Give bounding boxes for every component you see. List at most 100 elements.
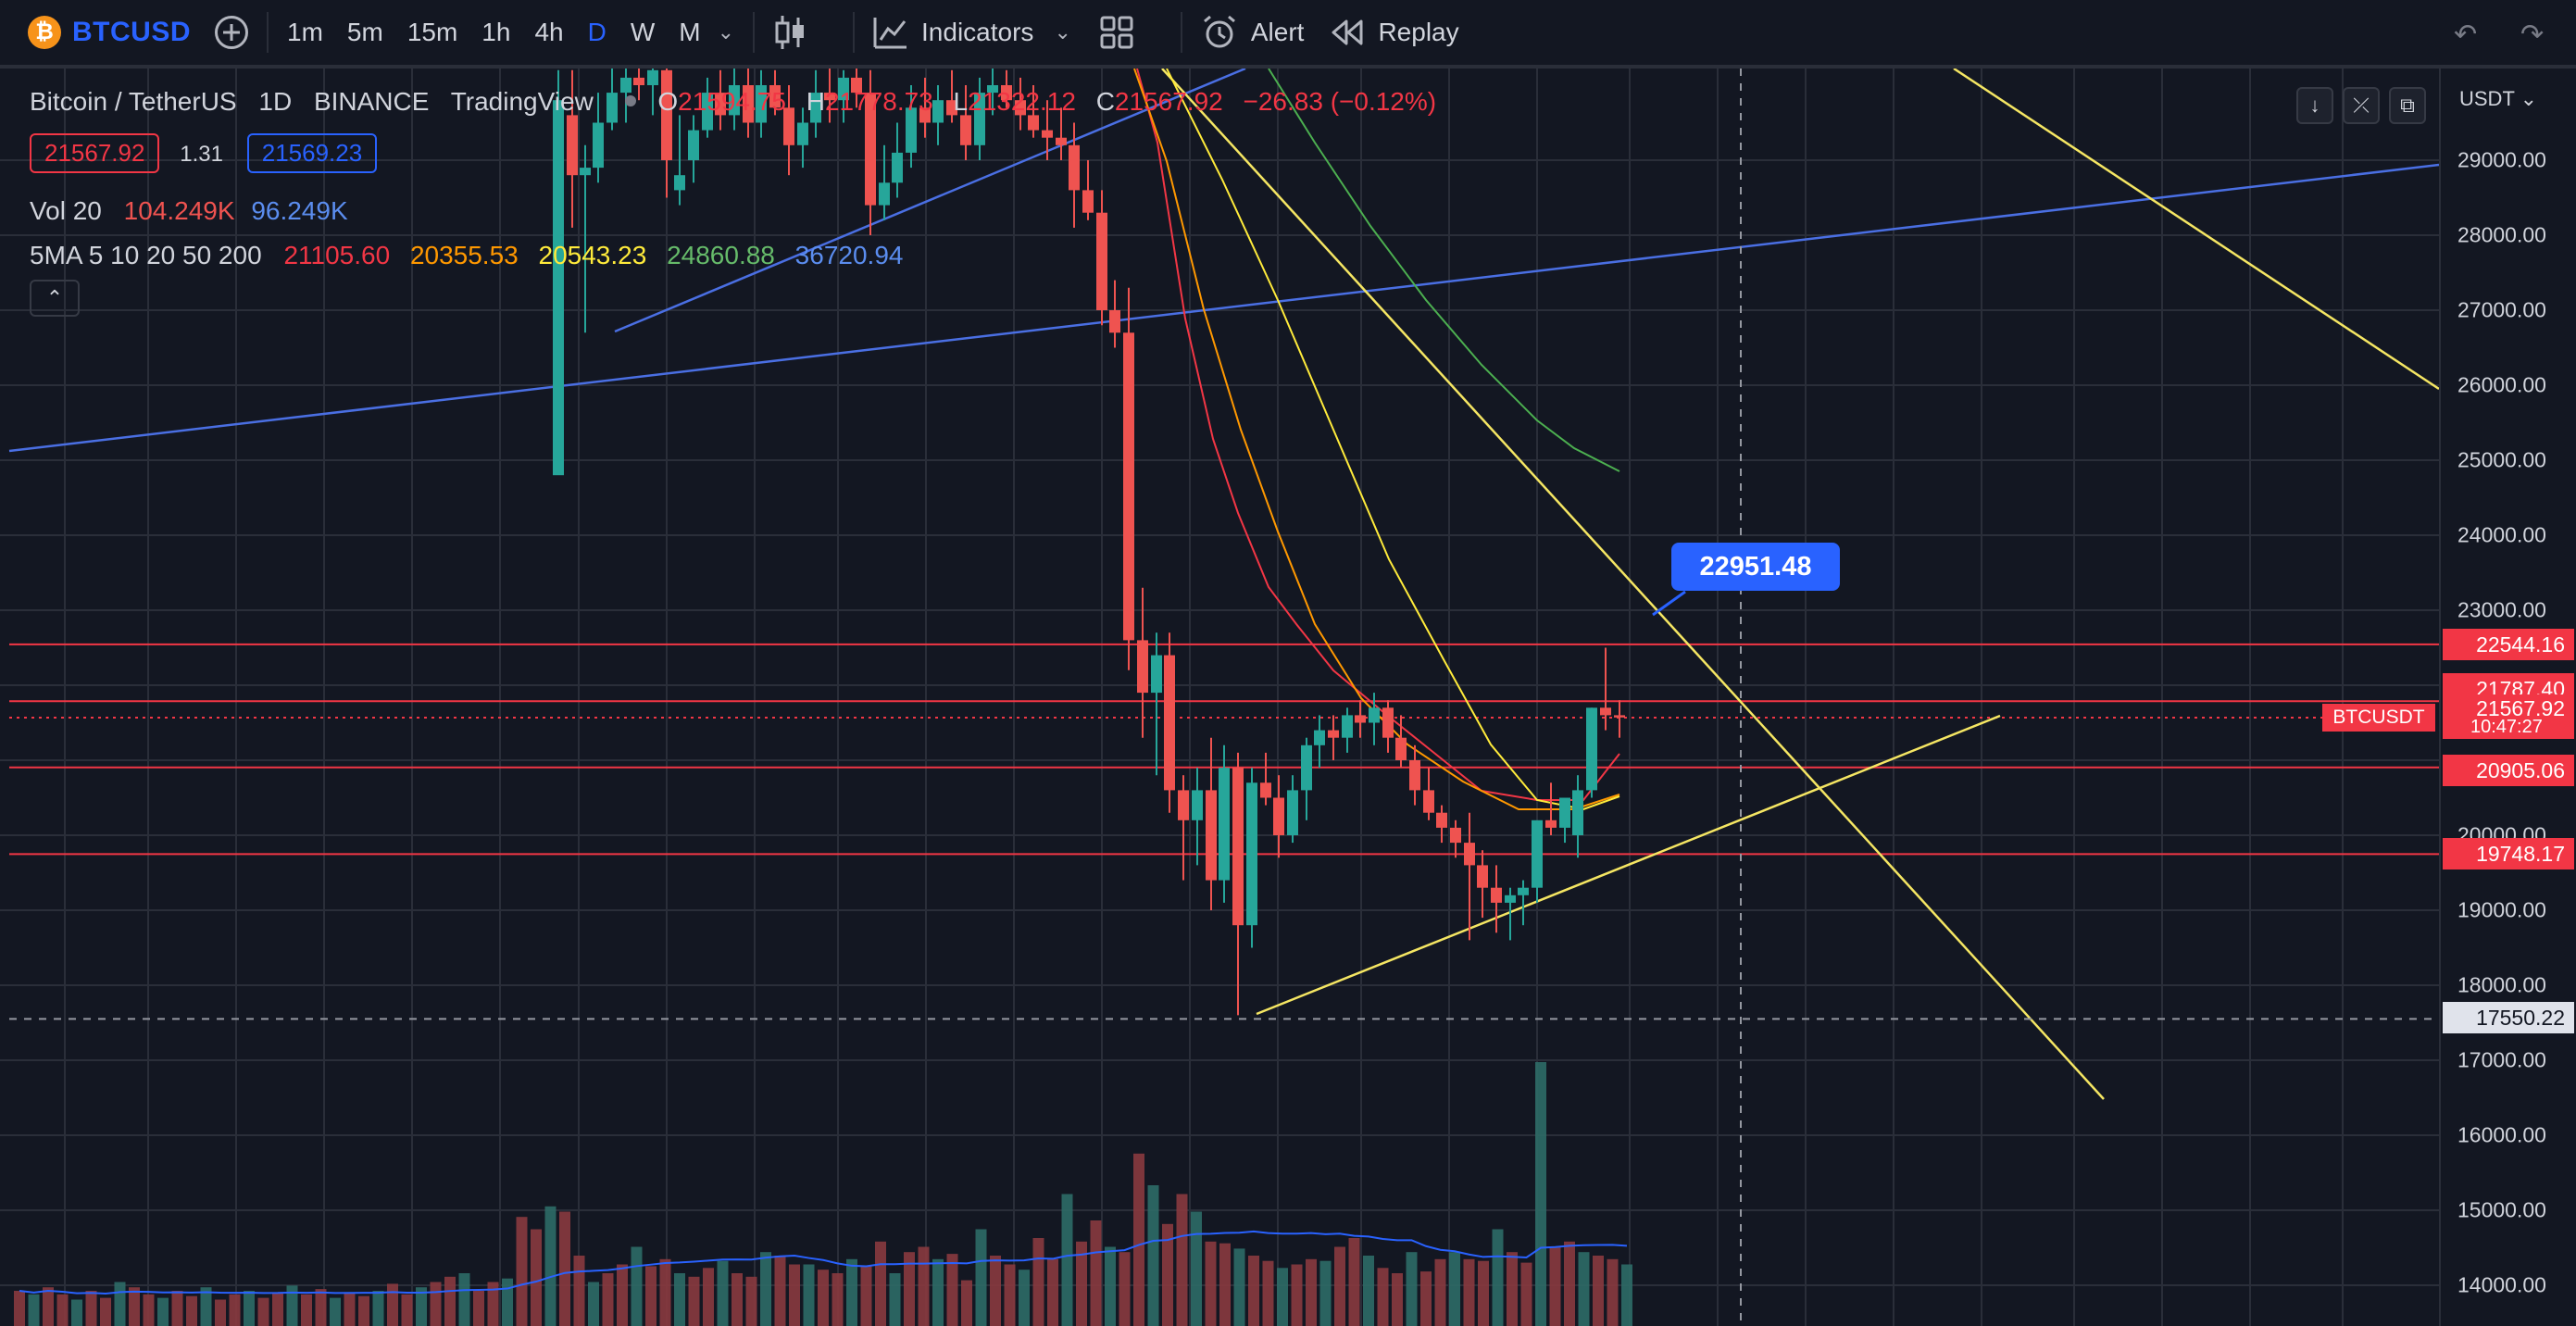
symbol-selector[interactable]: ₿ BTCUSD <box>28 16 191 49</box>
interval-chevron-down-icon[interactable]: ⌄ <box>717 20 735 44</box>
volume-bar <box>688 1276 700 1326</box>
volume-bar <box>1205 1241 1217 1326</box>
price-axis[interactable]: USDT ⌄ 29000.00 28000.00 27000.00 26000.… <box>2439 69 2576 1326</box>
collapse-pane-icon[interactable]: ⤫ <box>2343 87 2380 124</box>
chart-pane[interactable]: Bitcoin / TetherUS 1D BINANCE TradingVie… <box>0 69 2576 1326</box>
volume-bar <box>272 1292 283 1326</box>
candle-body <box>1178 790 1189 820</box>
arrow-down-icon[interactable]: ↓ <box>2296 87 2333 124</box>
axis-currency-label[interactable]: USDT ⌄ <box>2459 87 2537 111</box>
volume-bar <box>1520 1262 1532 1326</box>
candle-body <box>1151 655 1162 694</box>
candle-body <box>906 107 917 153</box>
layout-button[interactable] <box>1099 15 1134 50</box>
ma-20-line <box>1166 69 1620 811</box>
volume-bar <box>659 1258 671 1326</box>
volume-bar <box>28 1294 40 1326</box>
candle-body <box>715 93 726 116</box>
interval-5m[interactable]: 5m <box>346 18 383 46</box>
replay-button[interactable]: Replay <box>1332 18 1459 47</box>
candle-body <box>838 77 849 101</box>
ma-legend-row[interactable]: 5MA 5 10 20 50 200 21105.60 20355.53 205… <box>30 241 903 270</box>
legend-collapse-chevron-up-icon[interactable]: ⌃ <box>30 280 80 317</box>
level-tag-22544[interactable]: 22544.16 <box>2443 629 2574 660</box>
change-value: −26.83 (−0.12%) <box>1243 87 1437 116</box>
ma-10-line <box>1133 69 1620 810</box>
candle-body <box>1464 843 1475 866</box>
volume-bar <box>904 1252 915 1326</box>
candle-body <box>1314 730 1325 745</box>
compare-add-icon[interactable] <box>215 16 248 49</box>
level-tag-20905[interactable]: 20905.06 <box>2443 755 2574 786</box>
high-value: 21778.73 <box>824 87 933 116</box>
volume-bar <box>229 1294 241 1326</box>
interval-1m[interactable]: 1m <box>287 18 323 46</box>
volume-bar <box>1105 1246 1116 1326</box>
volume-bar <box>559 1211 570 1326</box>
volume-bar <box>544 1206 556 1326</box>
volume-bar <box>1306 1258 1317 1326</box>
volume-legend-row[interactable]: Vol 20 104.249K 96.249K <box>30 196 348 226</box>
volume-bar <box>473 1291 484 1326</box>
spread-value: 1.31 <box>180 142 223 167</box>
interval-d[interactable]: D <box>587 18 606 46</box>
indicators-button[interactable]: Indicators ⌄ <box>873 16 1071 49</box>
volume-bar <box>617 1264 628 1326</box>
axis-tick: 17000.00 <box>2457 1047 2546 1072</box>
candle-body <box>1614 715 1625 718</box>
volume-bar <box>387 1283 398 1326</box>
level-tag-19748[interactable]: 19748.17 <box>2443 838 2574 869</box>
alert-button[interactable]: Alert <box>1201 14 1304 51</box>
volume-bar <box>56 1294 69 1326</box>
legend-source: TradingView <box>450 87 594 116</box>
candle-body <box>1328 730 1339 738</box>
axis-tick: 23000.00 <box>2457 597 2546 622</box>
volume-bar <box>1004 1264 1016 1326</box>
interval-m[interactable]: M <box>679 18 701 46</box>
indicators-chevron-down-icon[interactable]: ⌄ <box>1054 20 1071 44</box>
volume-bar <box>186 1295 197 1326</box>
volume-bar <box>1507 1252 1518 1326</box>
volume-bar <box>1061 1194 1073 1326</box>
candle-body <box>1056 137 1067 145</box>
maximize-pane-icon[interactable]: ⧉ <box>2389 87 2426 124</box>
yellow-trendline <box>1161 69 2105 1100</box>
candle-body <box>1518 887 1529 895</box>
interval-1h[interactable]: 1h <box>481 18 511 46</box>
volume-bar <box>1363 1256 1374 1326</box>
volume-bar <box>946 1254 958 1326</box>
price-callout[interactable]: 22951.48 <box>1671 543 1840 591</box>
price-chart[interactable] <box>0 69 2439 1326</box>
redo-icon[interactable]: ↷ <box>2520 19 2545 50</box>
volume-bar <box>631 1246 643 1326</box>
high-label: H <box>806 87 825 116</box>
candle-body <box>674 175 685 191</box>
interval-15m[interactable]: 15m <box>406 18 458 46</box>
volume-bar <box>1162 1223 1173 1326</box>
interval-w[interactable]: W <box>630 18 656 46</box>
candle-body <box>1069 144 1080 191</box>
chart-type-button[interactable] <box>773 14 807 51</box>
low-label: L <box>953 87 969 116</box>
ma-value-200: 36720.94 <box>794 241 904 269</box>
indicators-label: Indicators <box>921 18 1034 46</box>
replay-label: Replay <box>1378 18 1459 46</box>
axis-tick: 15000.00 <box>2457 1197 2546 1222</box>
undo-icon[interactable]: ↶ <box>2454 19 2478 50</box>
candle-body <box>606 93 618 123</box>
volume-bar <box>1119 1252 1131 1326</box>
volume-bar <box>200 1287 212 1326</box>
volume-bar <box>315 1289 327 1326</box>
last-price-tag[interactable]: 21567.92 10:47:27 <box>2443 694 2574 739</box>
bitcoin-icon: ₿ <box>28 16 61 49</box>
buy-price-button[interactable]: 21569.23 <box>246 133 378 173</box>
volume-bar <box>430 1282 442 1326</box>
volume-bar <box>1191 1211 1202 1326</box>
alarm-clock-icon <box>1203 15 1235 48</box>
callout-pointer <box>1652 590 1686 617</box>
interval-4h[interactable]: 4h <box>534 18 564 46</box>
symbol-title[interactable]: Bitcoin / TetherUS <box>30 87 237 116</box>
candle-body <box>567 115 578 176</box>
sell-price-button[interactable]: 21567.92 <box>30 133 160 173</box>
volume-bar <box>458 1273 470 1326</box>
